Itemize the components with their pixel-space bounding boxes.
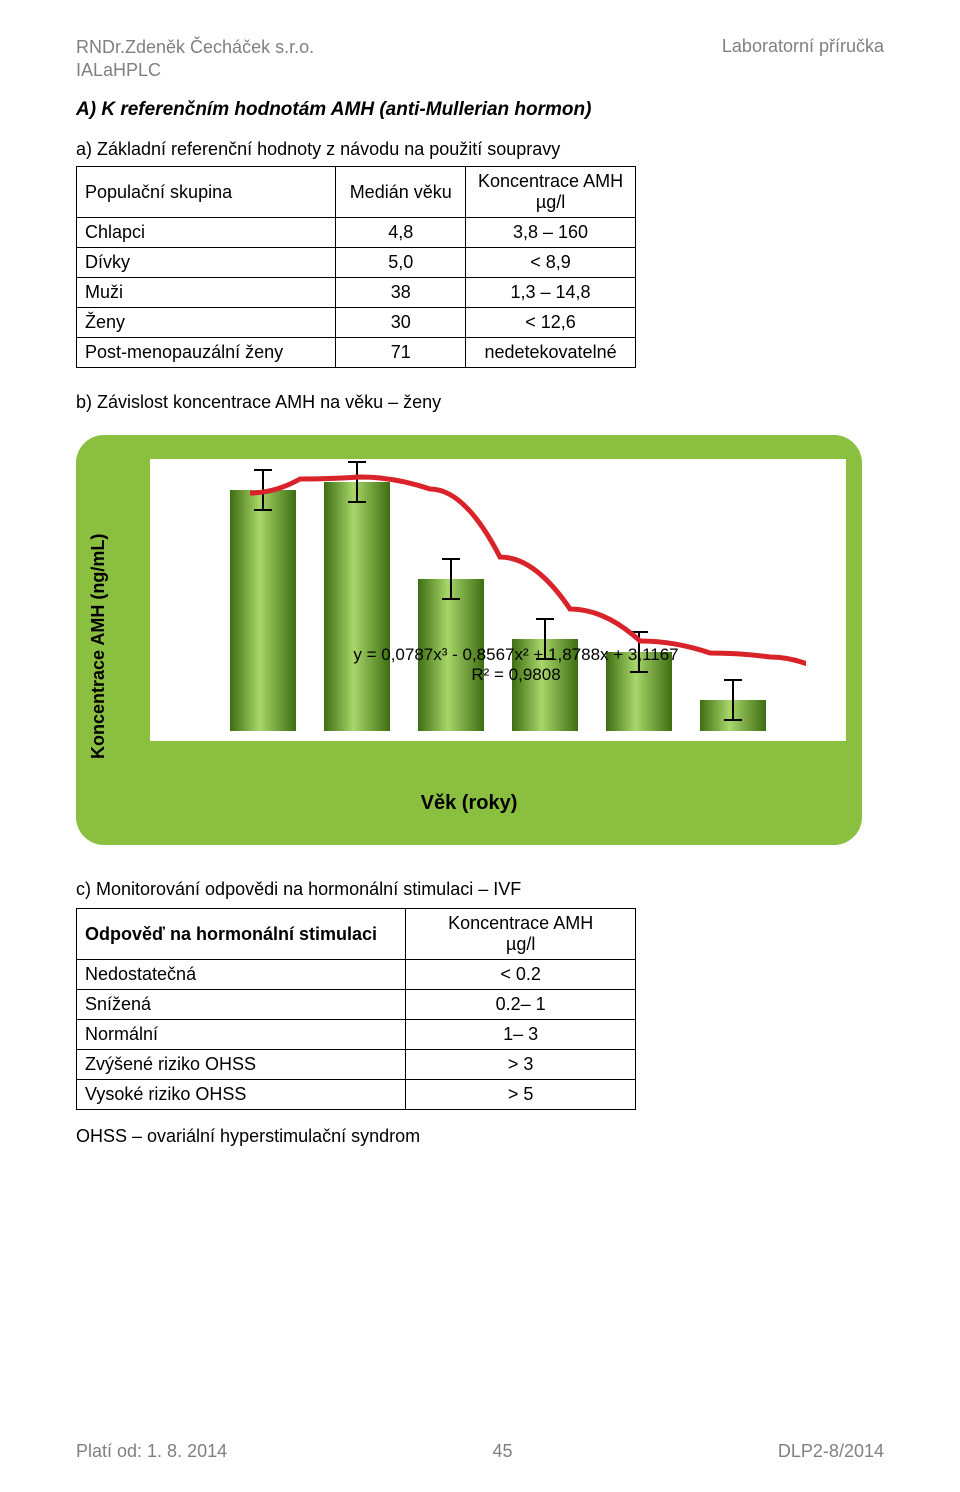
chart-equation: y = 0,0787x³ - 0,8567x² + 1,8788x + 3,11… <box>316 645 716 685</box>
ref-cell: Dívky <box>77 248 336 278</box>
table-row: Zvýšené riziko OHSS > 3 <box>77 1050 636 1080</box>
table-row: Odpověď na hormonální stimulaci Koncentr… <box>77 909 636 960</box>
ref-cell: < 8,9 <box>466 248 636 278</box>
table-row: Dívky 5,0 < 8,9 <box>77 248 636 278</box>
header-left-line2: IALaHPLC <box>76 59 884 82</box>
footer-right: DLP2-8/2014 <box>778 1441 884 1462</box>
table-row: Nedostatečná < 0.2 <box>77 960 636 990</box>
y-axis-label: Koncentrace AMH (ng/mL) <box>88 519 109 759</box>
ref-cell: nedetekovatelné <box>466 338 636 368</box>
table-row: Snížená 0.2– 1 <box>77 990 636 1020</box>
header-right: Laboratorní příručka <box>722 36 884 57</box>
chart-equation-line2: R² = 0,9808 <box>316 665 716 685</box>
resp-cell: Nedostatečná <box>77 960 406 990</box>
ohss-note: OHSS – ovariální hyperstimulační syndrom <box>76 1126 884 1147</box>
ref-cell: 3,8 – 160 <box>466 218 636 248</box>
ref-cell: Muži <box>77 278 336 308</box>
x-axis-label: Věk (roky) <box>76 792 862 815</box>
ref-cell: Ženy <box>77 308 336 338</box>
subsection-a-title: a) Základní referenční hodnoty z návodu … <box>76 139 884 160</box>
table-row: Muži 38 1,3 – 14,8 <box>77 278 636 308</box>
ref-cell: 1,3 – 14,8 <box>466 278 636 308</box>
ref-head-col2-l1: Koncentrace AMH <box>478 171 623 191</box>
resp-cell: Zvýšené riziko OHSS <box>77 1050 406 1080</box>
resp-cell: Vysoké riziko OHSS <box>77 1080 406 1110</box>
ref-cell: 5,0 <box>336 248 466 278</box>
table-row: Ženy 30 < 12,6 <box>77 308 636 338</box>
table-row: Vysoké riziko OHSS > 5 <box>77 1080 636 1110</box>
resp-head-col1-l2: µg/l <box>506 934 535 954</box>
chart-bar <box>700 700 766 731</box>
ref-cell: Chlapci <box>77 218 336 248</box>
resp-cell: 1– 3 <box>406 1020 636 1050</box>
table-row: Normální 1– 3 <box>77 1020 636 1050</box>
ref-cell: 30 <box>336 308 466 338</box>
subsection-b-title: b) Závislost koncentrace AMH na věku – ž… <box>76 392 884 413</box>
page: RNDr.Zdeněk Čecháček s.r.o. IALaHPLC Lab… <box>0 0 960 1492</box>
reference-table: Populační skupina Medián věku Koncentrac… <box>76 166 636 368</box>
table-row: Chlapci 4,8 3,8 – 160 <box>77 218 636 248</box>
ref-head-col2-l2: µg/l <box>536 192 565 212</box>
chart-equation-line1: y = 0,0787x³ - 0,8567x² + 1,8788x + 3,11… <box>316 645 716 665</box>
resp-cell: Normální <box>77 1020 406 1050</box>
chart-card: Koncentrace AMH (ng/mL) y = 0,0787x³ - 0… <box>76 435 862 845</box>
y-axis-label-wrap: Koncentrace AMH (ng/mL) <box>88 519 128 759</box>
footer-left: Platí od: 1. 8. 2014 <box>76 1441 227 1462</box>
chart-bar <box>230 490 296 731</box>
response-table: Odpověď na hormonální stimulaci Koncentr… <box>76 908 636 1110</box>
resp-cell: > 5 <box>406 1080 636 1110</box>
ref-cell: < 12,6 <box>466 308 636 338</box>
resp-cell: < 0.2 <box>406 960 636 990</box>
ref-cell: 38 <box>336 278 466 308</box>
resp-cell: > 3 <box>406 1050 636 1080</box>
footer: Platí od: 1. 8. 2014 45 DLP2-8/2014 <box>76 1441 884 1462</box>
ref-cell: 4,8 <box>336 218 466 248</box>
ref-cell: Post-menopauzální ženy <box>77 338 336 368</box>
ref-cell: 71 <box>336 338 466 368</box>
resp-cell: 0.2– 1 <box>406 990 636 1020</box>
chart-bar <box>324 482 390 731</box>
resp-cell: Snížená <box>77 990 406 1020</box>
chart-plot-area <box>150 459 846 741</box>
ref-head-col2: Koncentrace AMH µg/l <box>466 167 636 218</box>
table-row: Populační skupina Medián věku Koncentrac… <box>77 167 636 218</box>
ref-head-col1: Medián věku <box>336 167 466 218</box>
resp-head-col1-l1: Koncentrace AMH <box>448 913 593 933</box>
section-a-title: A) K referenčním hodnotám AMH (anti-Mull… <box>76 99 884 121</box>
subsection-c-title: c) Monitorování odpovědi na hormonální s… <box>76 879 884 900</box>
resp-head-col0: Odpověď na hormonální stimulaci <box>77 909 406 960</box>
table-row: Post-menopauzální ženy 71 nedetekovateln… <box>77 338 636 368</box>
ref-head-col0: Populační skupina <box>77 167 336 218</box>
resp-head-col1: Koncentrace AMH µg/l <box>406 909 636 960</box>
chart-plot <box>230 469 806 731</box>
footer-center: 45 <box>493 1441 513 1462</box>
